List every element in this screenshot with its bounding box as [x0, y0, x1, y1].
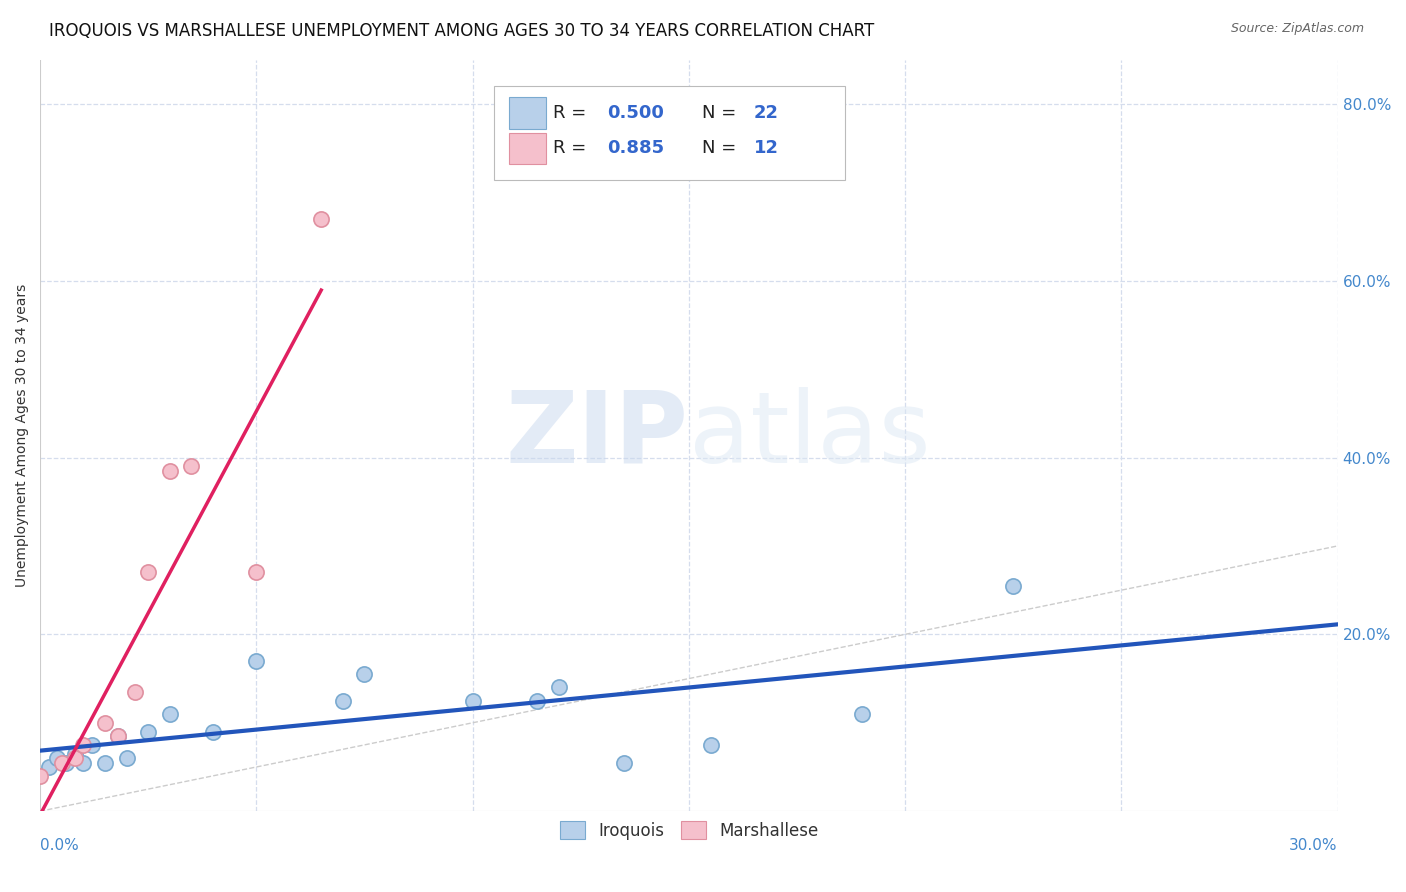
- Point: [699, 738, 721, 752]
- Point: [245, 566, 267, 580]
- Point: [461, 694, 484, 708]
- Point: [159, 464, 181, 478]
- Point: [63, 747, 86, 761]
- Point: [548, 681, 571, 695]
- Point: [63, 751, 86, 765]
- Text: Source: ZipAtlas.com: Source: ZipAtlas.com: [1230, 22, 1364, 36]
- Point: [72, 756, 94, 770]
- Text: ZIP: ZIP: [506, 387, 689, 483]
- Point: [94, 715, 117, 730]
- FancyBboxPatch shape: [509, 133, 546, 164]
- Text: 22: 22: [754, 104, 779, 122]
- Point: [309, 211, 332, 226]
- Text: IROQUOIS VS MARSHALLESE UNEMPLOYMENT AMONG AGES 30 TO 34 YEARS CORRELATION CHART: IROQUOIS VS MARSHALLESE UNEMPLOYMENT AMO…: [49, 22, 875, 40]
- Point: [1002, 579, 1025, 593]
- Text: N =: N =: [702, 139, 742, 157]
- Point: [851, 706, 873, 721]
- Point: [613, 756, 636, 770]
- Point: [55, 756, 77, 770]
- Point: [30, 769, 52, 783]
- Y-axis label: Unemployment Among Ages 30 to 34 years: Unemployment Among Ages 30 to 34 years: [15, 284, 30, 587]
- Point: [46, 751, 69, 765]
- Point: [107, 729, 129, 743]
- Text: 0.500: 0.500: [607, 104, 664, 122]
- Point: [245, 654, 267, 668]
- Text: N =: N =: [702, 104, 742, 122]
- Text: R =: R =: [553, 104, 592, 122]
- Text: R =: R =: [553, 139, 592, 157]
- Point: [107, 729, 129, 743]
- Point: [51, 756, 73, 770]
- Point: [180, 459, 202, 474]
- FancyBboxPatch shape: [495, 86, 845, 180]
- Point: [136, 566, 159, 580]
- Text: atlas: atlas: [689, 387, 931, 483]
- Point: [72, 738, 94, 752]
- Point: [38, 760, 60, 774]
- Point: [353, 667, 375, 681]
- Point: [94, 756, 117, 770]
- Point: [80, 738, 103, 752]
- Point: [124, 685, 146, 699]
- FancyBboxPatch shape: [509, 97, 546, 128]
- Legend: Iroquois, Marshallese: Iroquois, Marshallese: [551, 814, 827, 848]
- Text: 12: 12: [754, 139, 779, 157]
- Point: [136, 724, 159, 739]
- Text: 30.0%: 30.0%: [1289, 838, 1337, 853]
- Text: 0.885: 0.885: [607, 139, 664, 157]
- Point: [159, 706, 181, 721]
- Point: [332, 694, 354, 708]
- Point: [526, 694, 548, 708]
- Point: [202, 724, 225, 739]
- Text: 0.0%: 0.0%: [41, 838, 79, 853]
- Point: [115, 751, 138, 765]
